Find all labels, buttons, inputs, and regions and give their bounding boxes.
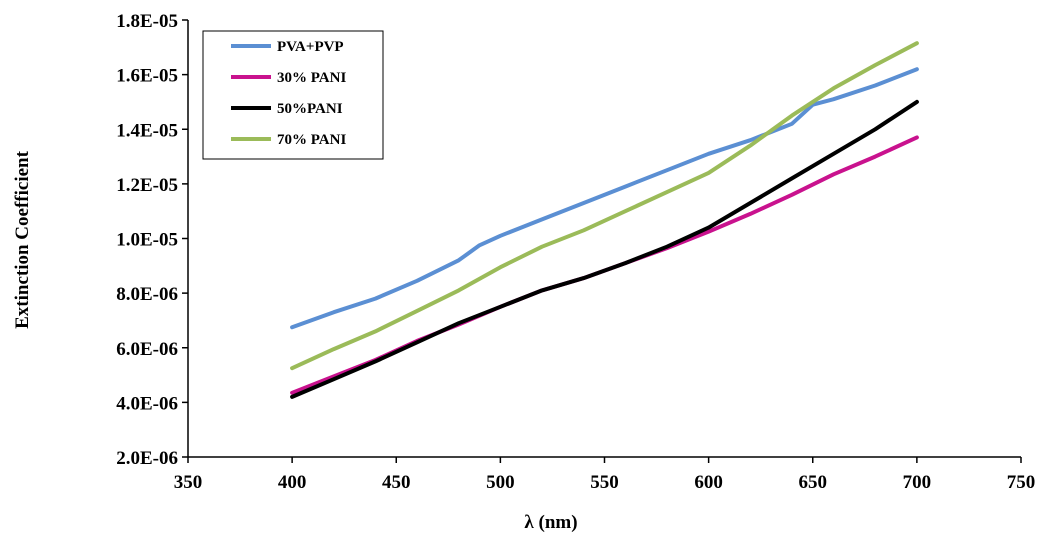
series-line-70-pani <box>290 41 919 371</box>
x-axis-title: λ (nm) <box>524 512 577 533</box>
x-tick-label: 400 <box>278 472 307 493</box>
y-tick-label: 8.0E-06 <box>116 284 178 305</box>
legend-label-pva-pvp: PVA+PVP <box>277 39 344 55</box>
x-tick-label: 350 <box>174 472 203 493</box>
legend: PVA+PVP 30% PANI 50%PANI 70% PANI <box>202 30 384 160</box>
y-tick-label: 1.8E-05 <box>116 11 178 32</box>
y-tick-label: 1.2E-05 <box>116 175 178 196</box>
series-layer <box>290 41 919 399</box>
y-axis-title: Extinction Coefficient <box>12 150 33 329</box>
series-line-50-pani <box>290 99 919 399</box>
series-line-pva-pvp <box>290 67 919 330</box>
x-tick-label: 500 <box>486 472 515 493</box>
x-tick-label: 450 <box>382 472 411 493</box>
y-tick-label: 2.0E-06 <box>116 448 178 469</box>
y-tick-label: 6.0E-06 <box>116 339 178 360</box>
y-tick-label: 1.4E-05 <box>116 120 178 141</box>
x-tick-label: 550 <box>590 472 619 493</box>
x-tick-label: 650 <box>799 472 828 493</box>
x-tick-label: 600 <box>694 472 723 493</box>
y-tick-label: 1.0E-05 <box>116 230 178 251</box>
y-tick-label: 1.6E-05 <box>116 66 178 87</box>
y-tick-label: 4.0E-06 <box>116 393 178 414</box>
legend-label-30-pani: 30% PANI <box>277 70 346 86</box>
legend-label-70-pani: 70% PANI <box>277 132 346 148</box>
x-tick-label: 700 <box>903 472 932 493</box>
axes: 2.0E-06 4.0E-06 6.0E-06 8.0E-06 1.0E-05 1.2E-… <box>116 11 1035 493</box>
x-tick-label: 750 <box>1007 472 1036 493</box>
legend-label-50-pani: 50%PANI <box>277 101 343 117</box>
